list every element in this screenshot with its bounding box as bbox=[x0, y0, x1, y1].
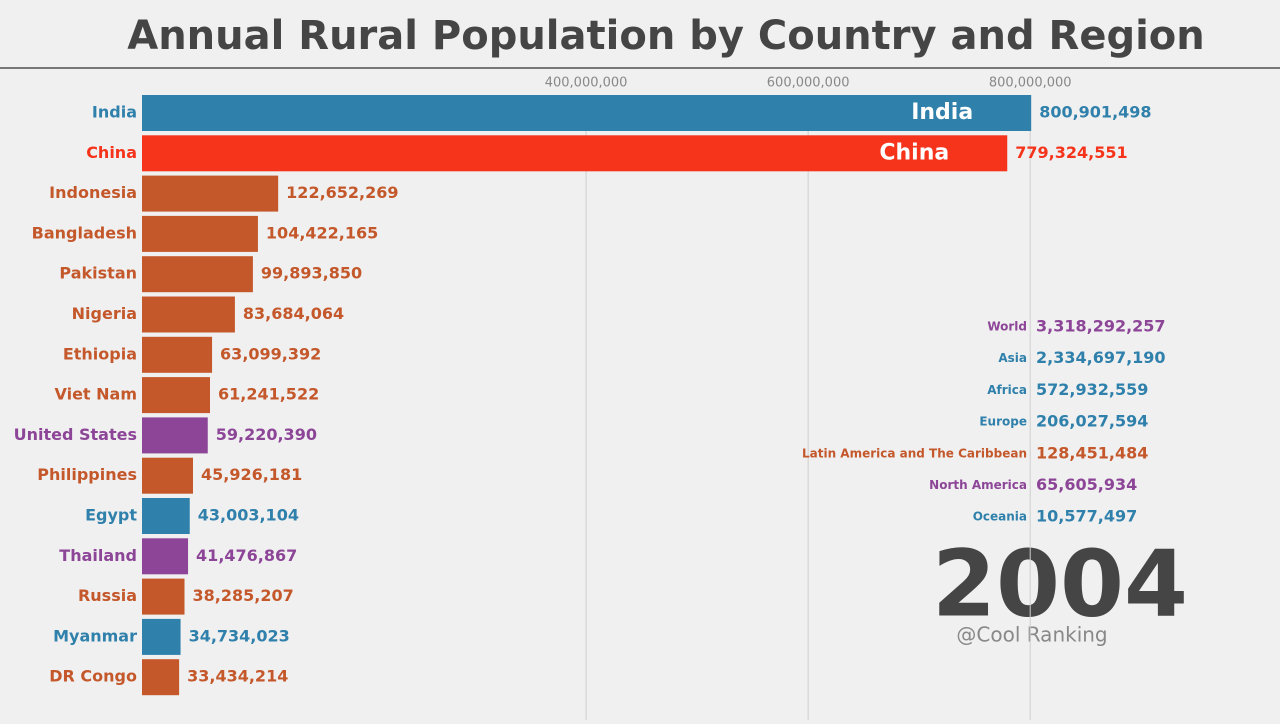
region-name: Europe bbox=[979, 415, 1027, 429]
bar bbox=[142, 417, 208, 454]
region-value: 3,318,292,257 bbox=[1036, 317, 1166, 336]
value-label: 122,652,269 bbox=[286, 183, 398, 202]
value-label: 59,220,390 bbox=[216, 425, 317, 444]
category-label: China bbox=[86, 143, 137, 162]
region-name: Africa bbox=[987, 383, 1027, 397]
bar bbox=[142, 377, 210, 414]
value-label: 41,476,867 bbox=[196, 546, 297, 565]
category-label: Ethiopia bbox=[63, 344, 137, 363]
category-label: Philippines bbox=[37, 465, 137, 484]
region-value: 2,334,697,190 bbox=[1036, 348, 1166, 367]
value-label: 43,003,104 bbox=[198, 506, 299, 525]
bar bbox=[142, 175, 279, 212]
category-label: Myanmar bbox=[53, 626, 137, 645]
bar bbox=[142, 296, 235, 333]
value-label: 83,684,064 bbox=[243, 304, 344, 323]
region-value: 10,577,497 bbox=[1036, 507, 1137, 526]
category-label: Egypt bbox=[85, 506, 137, 525]
chart-title: Annual Rural Population by Country and R… bbox=[127, 13, 1205, 59]
bar bbox=[142, 618, 181, 655]
bar bbox=[142, 336, 213, 373]
value-label: 63,099,392 bbox=[220, 344, 321, 363]
region-value: 128,451,484 bbox=[1036, 443, 1148, 462]
category-label: DR Congo bbox=[49, 667, 137, 686]
bar bbox=[142, 498, 190, 534]
bar bbox=[142, 135, 1008, 172]
bar bbox=[142, 457, 193, 494]
region-name: World bbox=[987, 320, 1027, 334]
value-label: 99,893,850 bbox=[261, 264, 362, 283]
category-label: Viet Nam bbox=[54, 385, 137, 404]
value-label: 45,926,181 bbox=[201, 465, 302, 484]
x-tick-label: 600,000,000 bbox=[767, 76, 850, 91]
region-value: 206,027,594 bbox=[1036, 412, 1148, 431]
value-label: 779,324,551 bbox=[1015, 143, 1127, 162]
year-label: 2004 bbox=[932, 530, 1188, 637]
x-tick-label: 800,000,000 bbox=[989, 76, 1072, 91]
category-label: Indonesia bbox=[49, 183, 137, 202]
value-label: 104,422,165 bbox=[266, 223, 378, 242]
region-value: 65,605,934 bbox=[1036, 475, 1137, 494]
region-name: Oceania bbox=[973, 510, 1027, 524]
x-tick-label: 400,000,000 bbox=[545, 76, 628, 91]
bar bbox=[142, 95, 1032, 131]
value-label: 38,285,207 bbox=[193, 586, 294, 605]
category-label: Bangladesh bbox=[32, 223, 137, 242]
category-label: India bbox=[92, 103, 137, 122]
value-label: 61,241,522 bbox=[218, 385, 319, 404]
bar bbox=[142, 538, 189, 575]
bar-inner-label: India bbox=[911, 100, 973, 125]
category-label: Thailand bbox=[59, 546, 137, 565]
bar bbox=[142, 256, 253, 293]
category-label: Russia bbox=[78, 586, 137, 605]
bar bbox=[142, 578, 185, 615]
region-name: Latin America and The Caribbean bbox=[802, 446, 1027, 460]
watermark: @Cool Ranking bbox=[956, 623, 1107, 647]
category-label: United States bbox=[14, 425, 137, 444]
value-label: 34,734,023 bbox=[189, 626, 290, 645]
value-label: 800,901,498 bbox=[1039, 103, 1151, 122]
category-label: Pakistan bbox=[59, 264, 137, 283]
region-value: 572,932,559 bbox=[1036, 380, 1148, 399]
value-label: 33,434,214 bbox=[187, 667, 288, 686]
region-name: North America bbox=[929, 478, 1027, 492]
bar bbox=[142, 659, 180, 696]
category-label: Nigeria bbox=[72, 304, 137, 323]
bar bbox=[142, 215, 258, 252]
bar-inner-label: China bbox=[879, 140, 949, 165]
region-name: Asia bbox=[998, 351, 1027, 365]
